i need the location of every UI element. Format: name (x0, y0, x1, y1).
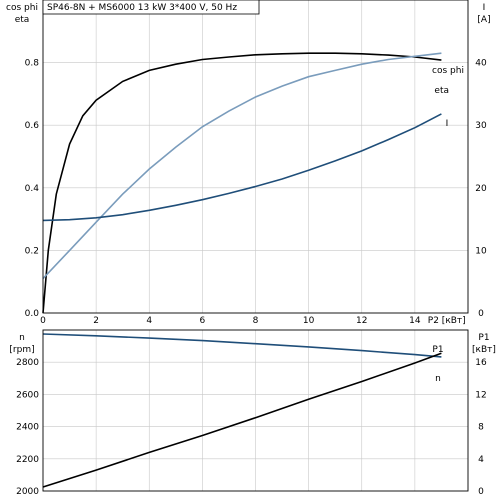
x-tick-label: 0 (40, 316, 46, 326)
series-label-p1: P1 (432, 345, 443, 355)
y-right-tick-label: 16 (475, 358, 487, 368)
series-label-i: I (446, 119, 449, 129)
x-tick-label: 2 (93, 316, 99, 326)
bottom-chart-panel: 2000 2200 2400 2600 2800 0 4 8 12 16 n [rpm] P1 [кВт]… (9, 329, 496, 497)
y-left-tick-label: 2200 (16, 455, 39, 465)
chart-title-box (42, 0, 260, 15)
y-left-tick-label: 2400 (16, 423, 39, 433)
y-left-axis-label: cos phi (6, 3, 38, 13)
x-axis-label: P2 [кВт] (428, 316, 466, 326)
chart-title: SP46-8N + MS6000 13 kW 3*400 V, 50 Hz (47, 3, 237, 13)
x-tick-label: 10 (303, 316, 315, 326)
y-left-tick-label: 0.0 (25, 309, 40, 319)
series-n-line (42, 333, 442, 358)
series-p1-line (42, 352, 442, 488)
y-left-axis-label-line2: eta (15, 15, 30, 25)
y-left-axis-label-line2: [rpm] (9, 345, 34, 355)
y-left-axis-label: n (19, 333, 25, 343)
y-right-axis-label-line2: [кВт] (472, 345, 496, 355)
y-right-tick-label: 20 (475, 184, 487, 194)
y-right-tick-label: 40 (475, 59, 487, 69)
y-right-tick-label: 8 (478, 423, 484, 433)
series-label-eta: eta (434, 86, 449, 96)
y-right-tick-label: 30 (475, 121, 487, 131)
plot-frame (42, 0, 469, 314)
series-label-n: n (435, 374, 441, 384)
y-left-tick-label: 0.4 (25, 184, 40, 194)
y-left-tick-label: 0.2 (25, 246, 39, 256)
x-tick-label: 12 (356, 316, 367, 326)
y-right-tick-label: 0 (478, 309, 484, 319)
series-i-line (42, 113, 442, 222)
y-left-tick-label: 0.6 (25, 121, 40, 131)
y-right-tick-label: 12 (475, 390, 486, 400)
y-left-tick-label: 2800 (16, 358, 39, 368)
x-tick-label: 4 (146, 316, 152, 326)
series-cos-phi-line (42, 52, 442, 280)
x-tick-label: 8 (253, 316, 259, 326)
x-tick-label: 6 (200, 316, 206, 326)
y-right-tick-label: 4 (478, 455, 484, 465)
y-right-axis-label-line2: [A] (477, 15, 490, 25)
y-left-tick-label: 2000 (16, 487, 39, 497)
plot-frame (42, 329, 469, 492)
y-right-axis-label: P1 (478, 333, 489, 343)
y-right-tick-label: 10 (475, 246, 487, 256)
x-tick-label: 14 (409, 316, 421, 326)
series-label-cos-phi: cos phi (432, 66, 464, 76)
y-right-tick-label: 0 (478, 487, 484, 497)
top-chart-panel: 0.0 0.2 0.4 0.6 0.8 0 10 20 30 40 0 2 4 6 8 10 12 14 P2 [к… (6, 0, 491, 326)
series-eta-line (42, 52, 442, 314)
y-left-tick-label: 0.8 (25, 59, 40, 69)
y-left-tick-label: 2600 (16, 390, 39, 400)
y-right-axis-label: I (483, 3, 486, 13)
